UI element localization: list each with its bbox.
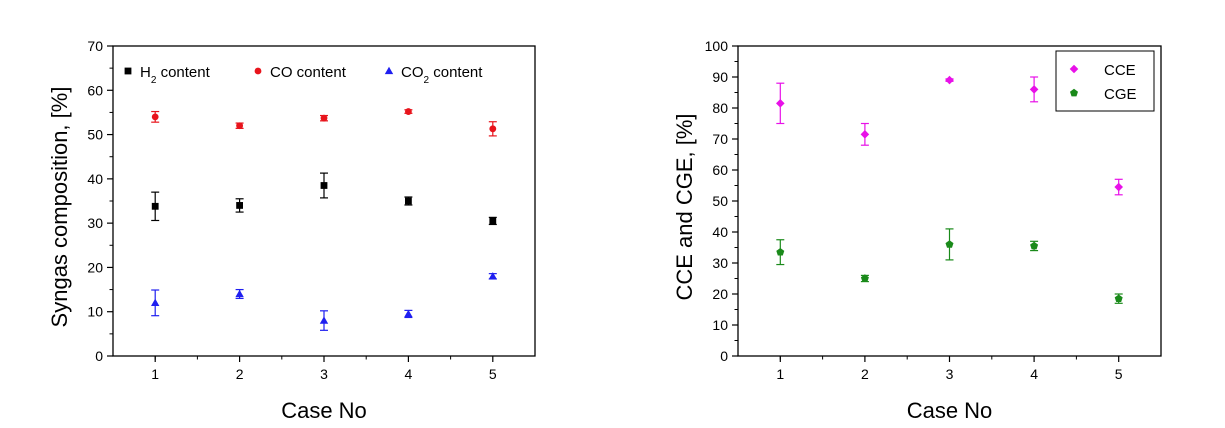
x-tick-label: 2 (236, 366, 244, 382)
x-axis-title: Case No (281, 398, 367, 423)
data-point (151, 298, 160, 307)
x-tick-label: 1 (151, 366, 159, 382)
y-tick-label: 10 (712, 317, 728, 333)
series-cce (776, 75, 1123, 196)
data-point (489, 217, 497, 225)
x-tick-label: 1 (776, 366, 784, 382)
legend-label: CO2 content (401, 64, 483, 86)
data-point (1029, 85, 1039, 94)
y-tick-label: 40 (87, 171, 103, 187)
y-axis-title: CCE and CGE, [%] (672, 113, 697, 300)
legend-label: H2 content (140, 64, 211, 86)
series-co-content (151, 108, 497, 137)
legend-marker (124, 67, 132, 75)
y-tick-label: 0 (720, 348, 728, 364)
x-tick-label: 4 (405, 366, 413, 382)
data-point (945, 240, 954, 248)
y-tick-label: 50 (87, 127, 103, 143)
y-axis-title: Syngas composition, [%] (47, 87, 72, 328)
x-tick-label: 4 (1030, 366, 1038, 382)
data-point (319, 316, 329, 324)
right-chart-cce-cge: 0 10 20 30 40 50 60 70 80 90 100 1 2 3 4 5 Case No CCE an… (672, 38, 1162, 423)
legend-frame (1055, 50, 1155, 112)
legend: CCE CGE (1055, 50, 1155, 112)
data-point (320, 182, 328, 189)
data-point (404, 309, 413, 318)
y-tick-label: 60 (712, 162, 728, 178)
y-tick-label: 0 (95, 348, 103, 364)
data-point (1114, 182, 1123, 192)
data-point (489, 125, 497, 133)
left-chart-syngas-composition: 0 10 20 30 40 50 60 70 1 2 3 4 5 Case No Syngas compos… (47, 38, 536, 423)
legend-marker (384, 66, 394, 75)
y-tick-label: 20 (87, 259, 103, 275)
legend-marker (254, 67, 262, 75)
y-tick-label: 60 (87, 82, 103, 98)
y-tick-label: 50 (712, 193, 728, 209)
data-point (945, 75, 954, 85)
x-tick-label: 3 (946, 366, 954, 382)
legend-marker (1070, 88, 1078, 97)
legend-label: CCE (1104, 62, 1136, 79)
data-point (405, 197, 412, 205)
data-point (1030, 241, 1039, 250)
y-tick-label: 40 (712, 224, 728, 240)
legend-marker (1069, 64, 1079, 74)
y-tick-label: 100 (705, 38, 729, 54)
x-tick-label: 5 (489, 366, 497, 382)
x-tick-label: 3 (320, 366, 328, 382)
data-point (236, 122, 244, 130)
data-point (320, 114, 328, 122)
x-tick-label: 2 (861, 366, 869, 382)
data-point (776, 99, 785, 108)
y-tick-label: 80 (712, 100, 728, 116)
y-tick-label: 70 (87, 38, 103, 54)
y-tick-label: 20 (712, 286, 728, 302)
data-point (151, 202, 159, 210)
data-point (488, 272, 497, 280)
x-tick-label: 5 (1115, 366, 1123, 382)
y-tick-label: 30 (87, 215, 103, 231)
legend-label: CO content (270, 64, 347, 81)
series-cge (776, 228, 1123, 304)
data-point (235, 289, 244, 298)
y-tick-label: 70 (712, 131, 728, 147)
data-point (860, 130, 870, 139)
data-point (151, 113, 159, 121)
y-tick-label: 10 (87, 304, 103, 320)
series-co2-content (151, 272, 497, 331)
series-h2-content (151, 172, 497, 226)
data-point (405, 108, 412, 115)
data-point (1114, 294, 1123, 303)
plot-frame (112, 45, 536, 357)
legend: H2 content CO content CO2 content (124, 64, 483, 86)
x-axis-title: Case No (907, 398, 993, 423)
legend-label: CGE (1104, 86, 1137, 103)
y-tick-label: 30 (712, 255, 728, 271)
y-tick-label: 90 (712, 69, 728, 85)
data-point (860, 274, 869, 282)
data-point (236, 202, 243, 209)
data-point (776, 247, 785, 256)
